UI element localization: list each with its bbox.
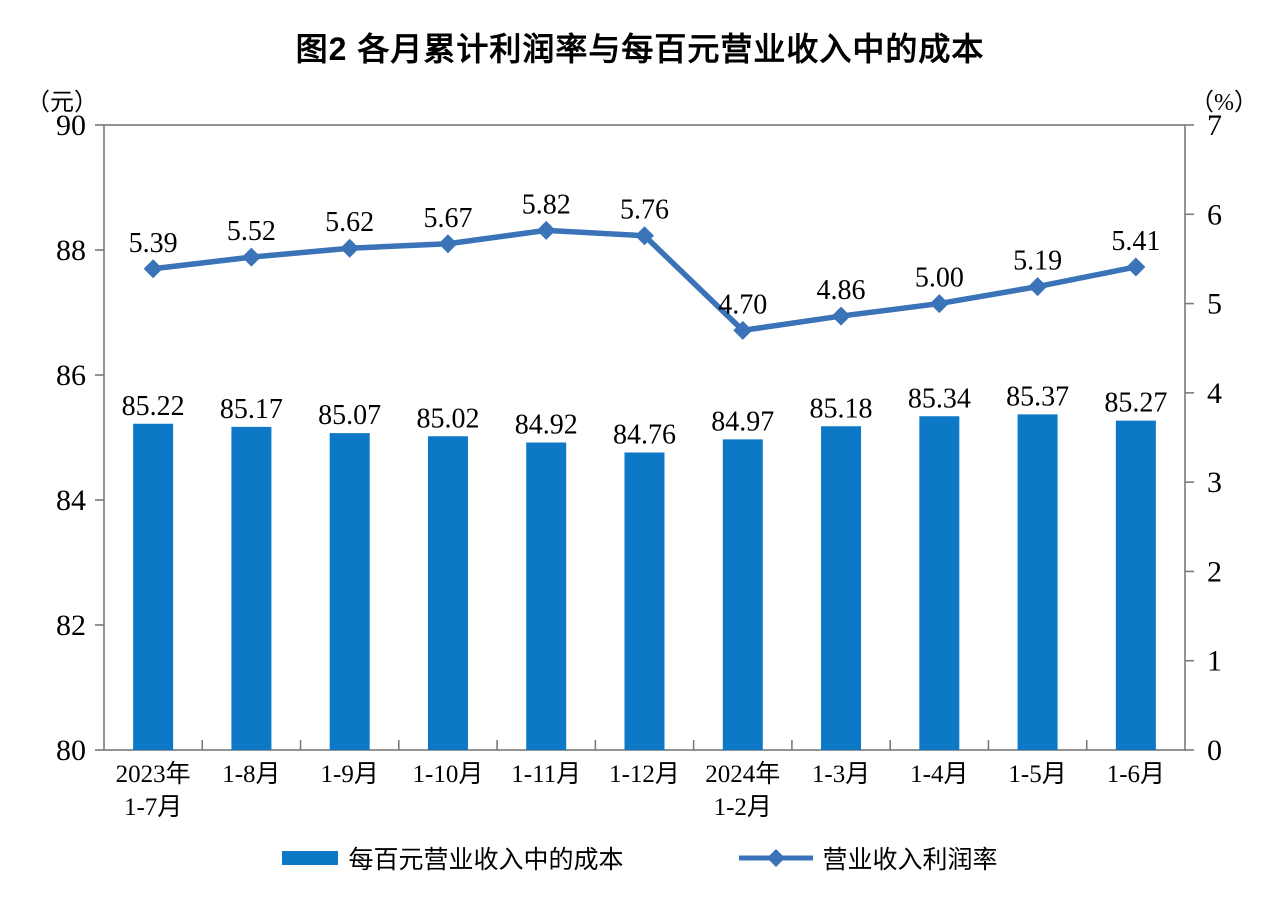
- y-left-tick-label: 86: [56, 359, 86, 392]
- line-marker-icon: [831, 306, 851, 326]
- profit-line: [152, 227, 1137, 334]
- line-value-label: 5.62: [325, 207, 374, 238]
- bar-value-label: 85.18: [810, 393, 873, 424]
- y-right-tick-label: 7: [1207, 109, 1222, 142]
- bar-value-label: 85.37: [1006, 381, 1069, 412]
- bar-swatch: [282, 851, 339, 865]
- x-category-label: 1-2月: [714, 794, 772, 821]
- bar-value-label: 85.34: [908, 383, 971, 414]
- bar-value-label: 84.92: [515, 410, 578, 441]
- bar: [1115, 420, 1156, 750]
- x-category-label: 1-10月: [413, 761, 484, 788]
- x-category-label: 2023年: [116, 760, 191, 788]
- line-marker-icon: [929, 294, 949, 314]
- x-category-label: 1-5月: [1008, 761, 1066, 788]
- y-right-tick-label: 3: [1207, 466, 1222, 499]
- line-marker-icon: [635, 226, 654, 246]
- chart-title: 图2 各月累计利润率与每百元营业收入中的成本: [295, 31, 985, 67]
- line-value-label: 5.82: [522, 189, 571, 220]
- right-axis-unit-label: （%）: [1190, 90, 1258, 116]
- bar-value-label: 84.76: [613, 420, 676, 451]
- line-value-label: 5.52: [227, 216, 276, 247]
- y-left-tick-label: 84: [56, 484, 86, 517]
- line-marker-icon: [241, 247, 261, 267]
- y-right-tick-label: 1: [1207, 645, 1222, 678]
- y-right-tick-label: 5: [1207, 288, 1222, 321]
- bar-swatch-icon: [282, 851, 339, 865]
- x-category-label: 1-11月: [511, 761, 581, 788]
- line-value-label: 5.39: [129, 228, 178, 259]
- line-value-label: 4.70: [718, 289, 767, 320]
- line-value-label: 4.86: [817, 275, 866, 306]
- x-category-label: 2024年: [705, 760, 780, 788]
- y-right-tick-label: 4: [1207, 377, 1222, 410]
- x-category-label: 1-6月: [1107, 761, 1165, 788]
- bar: [624, 452, 665, 750]
- bar: [919, 416, 960, 750]
- bar-value-label: 85.07: [318, 400, 381, 431]
- bar-value-label: 85.02: [416, 403, 479, 434]
- line-swatch-icon: [738, 849, 813, 867]
- line-value-label: 5.76: [620, 195, 669, 226]
- line-marker-icon: [536, 220, 556, 240]
- bar: [1017, 414, 1058, 750]
- x-category-label: 1-4月: [910, 761, 968, 788]
- bar: [427, 436, 468, 750]
- x-category-label: 1-9月: [321, 761, 379, 788]
- legend-item-profit-rate: 营业收入利润率: [738, 840, 998, 876]
- diamond-marker-icon: [766, 849, 785, 867]
- y-right-tick-label: 0: [1207, 734, 1222, 767]
- bar-value-label: 85.27: [1104, 388, 1167, 419]
- line-value-label: 5.19: [1013, 246, 1062, 277]
- y-right-tick-label: 6: [1207, 198, 1222, 231]
- y-left-tick-label: 82: [56, 609, 86, 642]
- plot-area: 80 82 84 86 88 90 0 1 2 3 4 5 6 7 2023年 1-7月 1-8月 1-9月 1-1…: [56, 109, 1222, 821]
- y-left-tick-label: 80: [56, 734, 86, 767]
- y-left-tick-label: 88: [56, 234, 86, 267]
- legend-item-cost: 每百元营业收入中的成本: [282, 840, 624, 876]
- line-marker-icon: [340, 238, 360, 258]
- x-category-label: 1-3月: [812, 761, 870, 788]
- y-right-tick-label: 2: [1207, 555, 1222, 588]
- line-marker-icon: [438, 234, 458, 254]
- x-category-label: 1-12月: [609, 761, 680, 788]
- line-marker-icon: [1028, 277, 1048, 297]
- line-marker-icon: [143, 259, 163, 279]
- bar: [722, 439, 763, 750]
- line-value-label: 5.00: [915, 263, 964, 294]
- line-value-label: 5.67: [423, 203, 472, 234]
- bar: [821, 426, 862, 750]
- bar-value-label: 85.17: [220, 394, 283, 425]
- legend-label-profit-rate: 营业收入利润率: [822, 847, 998, 874]
- left-axis-unit-label: （元）: [26, 90, 98, 116]
- bar: [526, 442, 567, 750]
- bar-value-label: 84.97: [711, 406, 774, 437]
- bar: [329, 433, 370, 750]
- bar: [231, 426, 272, 750]
- x-category-label: 1-7月: [124, 794, 182, 821]
- legend-label-cost: 每百元营业收入中的成本: [348, 847, 624, 874]
- bar: [133, 423, 174, 750]
- y-left-tick-label: 90: [56, 109, 86, 142]
- x-category-label: 1-8月: [222, 761, 280, 788]
- bar-value-label: 85.22: [122, 391, 185, 422]
- legend: 每百元营业收入中的成本 营业收入利润率: [0, 840, 1280, 876]
- line-marker-icon: [1126, 257, 1146, 277]
- line-value-label: 5.41: [1111, 226, 1160, 257]
- line-marker-icon: [733, 320, 753, 340]
